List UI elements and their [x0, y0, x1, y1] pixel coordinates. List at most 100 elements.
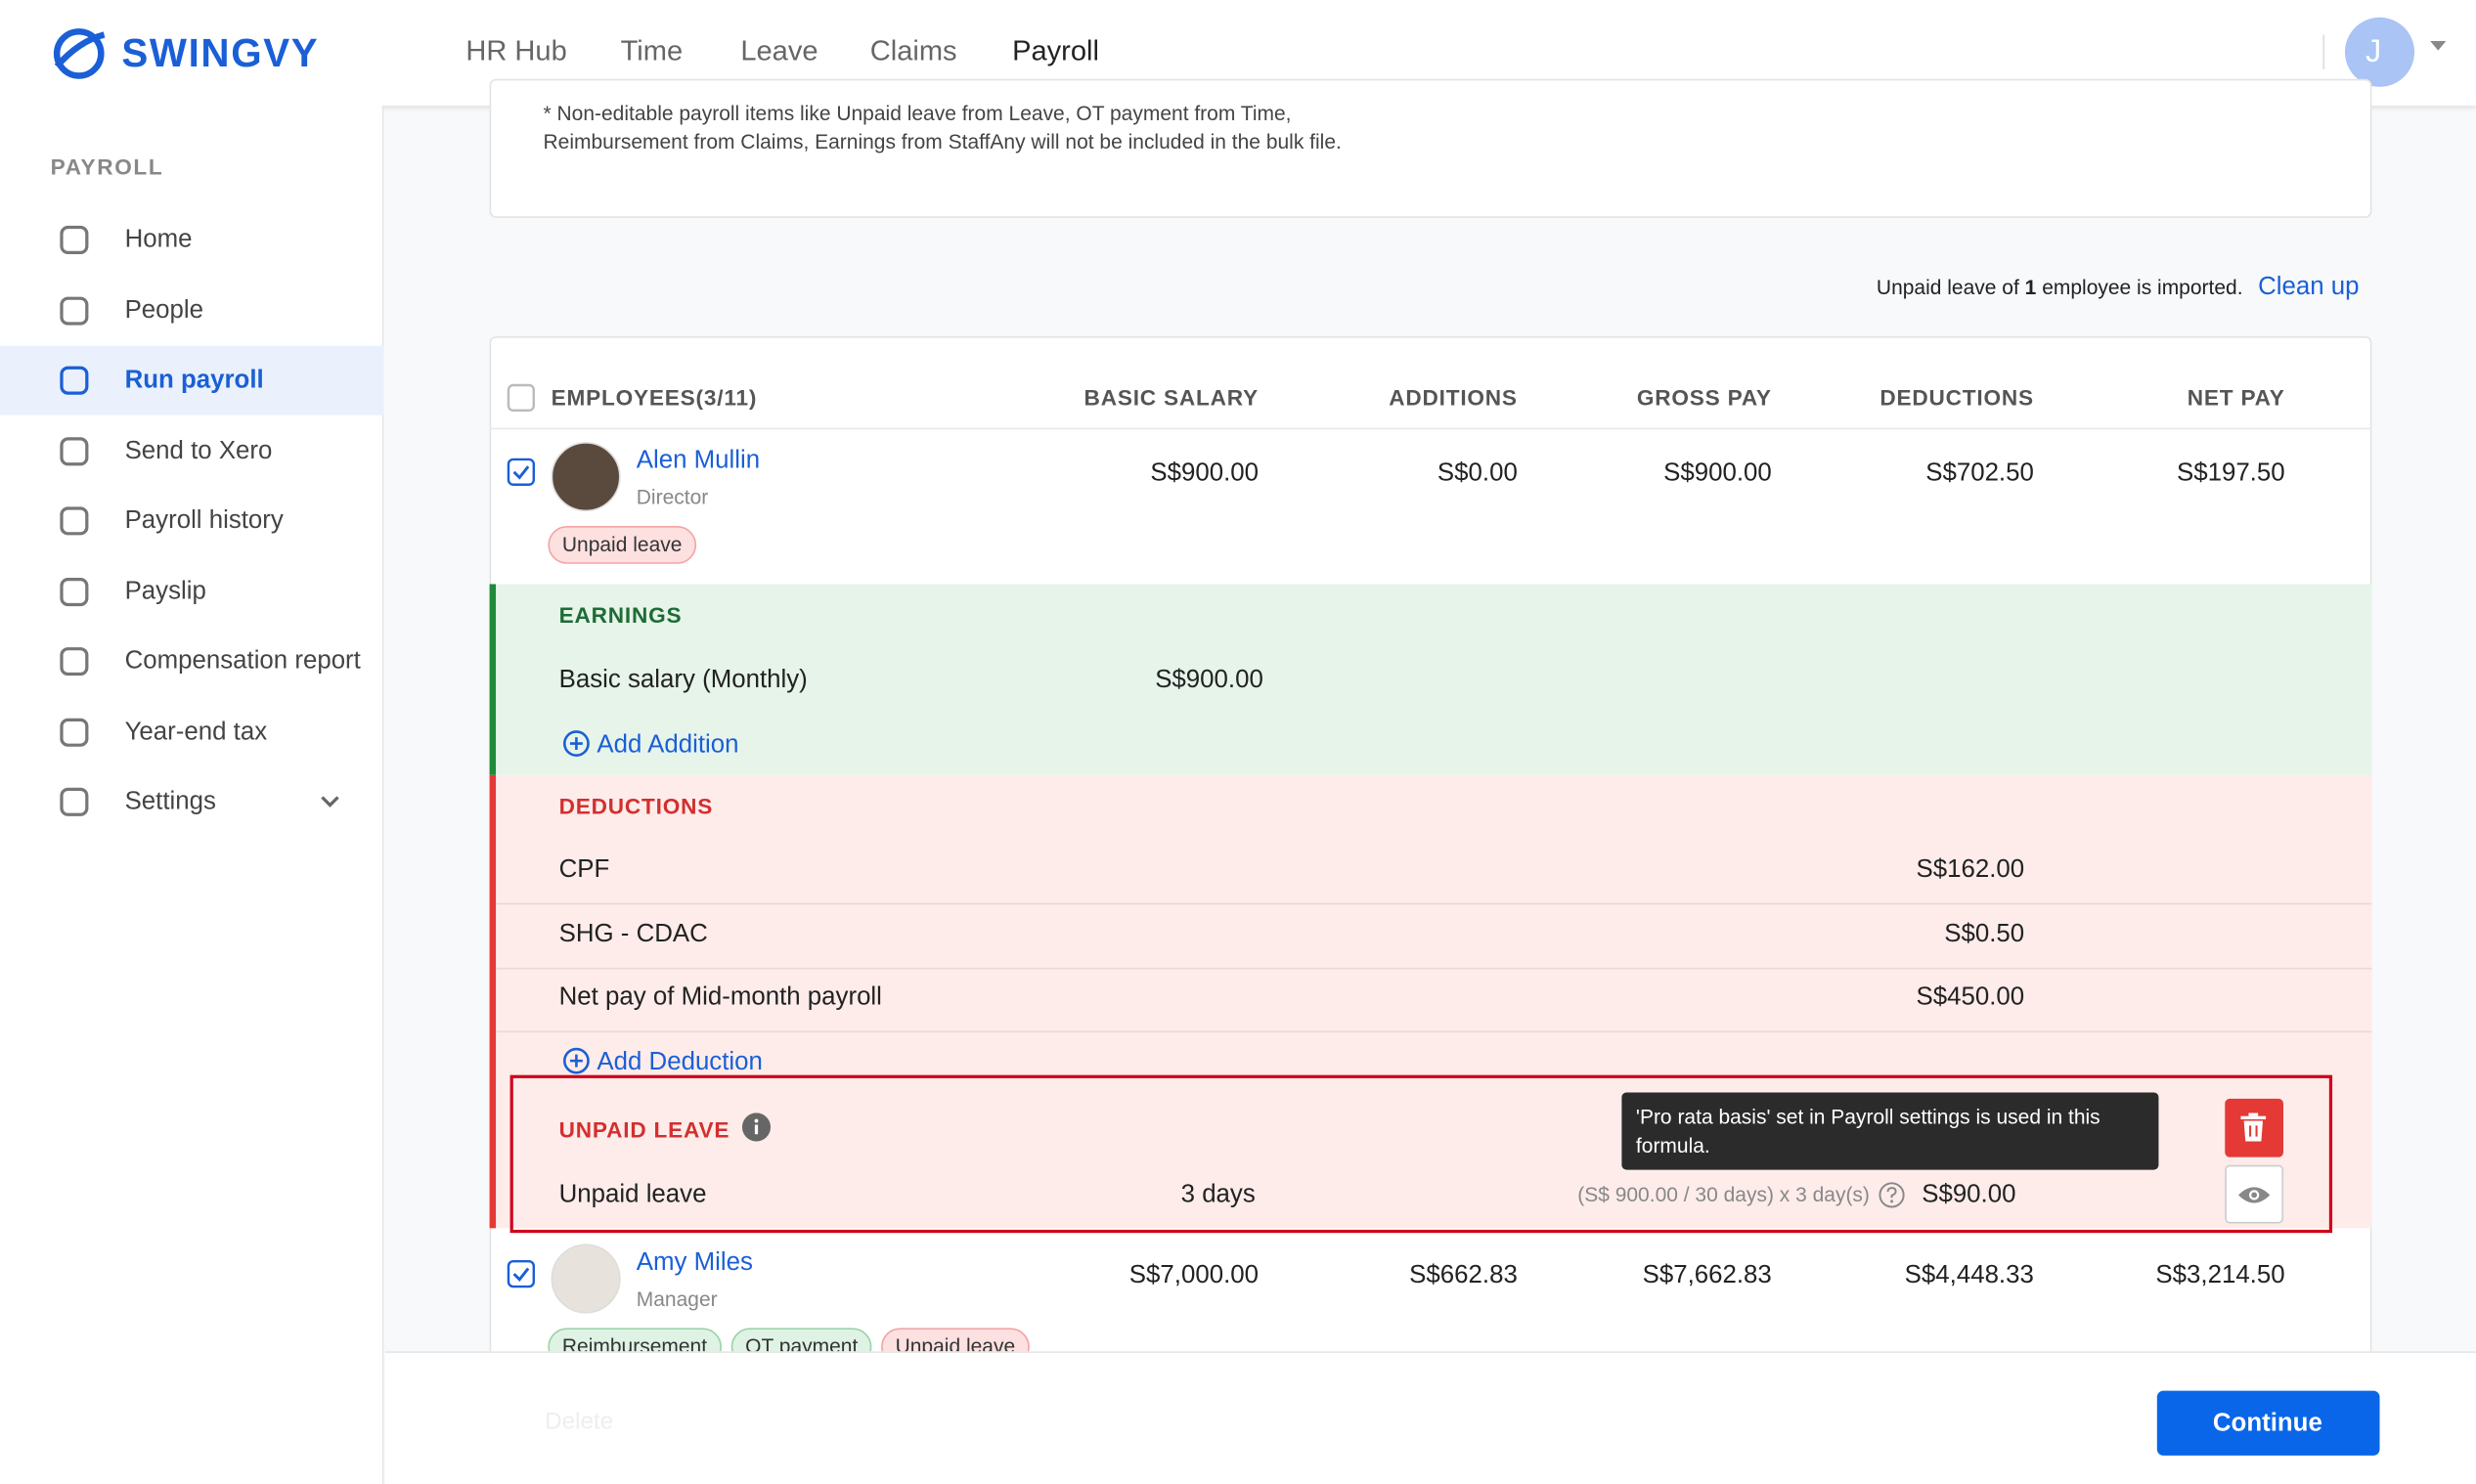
- line-item-label: Net pay of Mid-month payroll: [558, 983, 882, 1012]
- checkbox[interactable]: [507, 383, 536, 413]
- continue-label[interactable]: Continue: [2212, 1410, 2322, 1438]
- nav-item[interactable]: Claims: [869, 34, 957, 67]
- notice-text: 1: [2024, 275, 2037, 299]
- avatar-photo: [551, 1244, 621, 1314]
- sidebar-icon: [60, 506, 89, 536]
- footer: [385, 1351, 2476, 1484]
- sidebar-item[interactable]: Settings: [124, 788, 216, 815]
- section-title: EARNINGS: [558, 602, 683, 629]
- employee-value: S$0.00: [1437, 459, 1518, 488]
- help-icon: [1879, 1182, 1905, 1208]
- nav-item[interactable]: Time: [620, 34, 684, 67]
- notice-text: Unpaid leave of: [1876, 275, 2019, 299]
- add-deduction[interactable]: Add Deduction: [597, 1048, 763, 1076]
- employee-value: S$3,214.50: [2155, 1261, 2285, 1289]
- sidebar-icon: [60, 366, 89, 395]
- continue-button[interactable]: [2156, 1390, 2380, 1456]
- sidebar-item[interactable]: Send to Xero: [124, 437, 273, 464]
- column-header: GROSS PAY: [1636, 384, 1772, 411]
- tag: Unpaid leave: [548, 526, 696, 564]
- highlight-box: [509, 1074, 2333, 1234]
- column-header: EMPLOYEES(3/11): [551, 384, 758, 411]
- line-item-label: Basic salary (Monthly): [558, 667, 808, 694]
- line-item-value: S$0.50: [1944, 920, 2025, 947]
- line-item-value: S$900.00: [1155, 667, 1263, 694]
- sidebar-item[interactable]: Compensation report: [124, 647, 361, 676]
- caret: [2430, 40, 2447, 51]
- note-line: Reimbursement from Claims, Earnings from…: [543, 129, 1342, 153]
- sidebar-icon: [60, 577, 89, 606]
- tooltip: 'Pro rata basis' set in Payroll settings…: [1621, 1092, 2159, 1170]
- sidebar-icon: [60, 436, 89, 465]
- logo-icon: [53, 28, 106, 79]
- amount: S$90.00: [1922, 1181, 2016, 1208]
- divider: [2322, 34, 2324, 70]
- employee-name[interactable]: Amy Miles: [636, 1248, 753, 1277]
- sidebar-item[interactable]: Payroll history: [124, 507, 284, 535]
- plus-icon[interactable]: [562, 729, 591, 758]
- section-title: UNPAID LEAVE: [558, 1116, 730, 1143]
- employee-name[interactable]: Alen Mullin: [636, 447, 761, 475]
- section-title: DEDUCTIONS: [558, 793, 714, 819]
- notice-text: employee is imported.: [2042, 275, 2243, 299]
- import-notice: Unpaid leave of 1 employee is imported. …: [1877, 272, 2360, 302]
- chevron: [321, 796, 339, 807]
- employee-value: S$197.50: [2176, 459, 2285, 488]
- sidebar-icon: [60, 787, 89, 816]
- employee-value: S$900.00: [1150, 459, 1259, 488]
- row-line: [496, 902, 2372, 905]
- column-header: ADDITIONS: [1389, 384, 1518, 411]
- add-addition[interactable]: Add Addition: [597, 731, 739, 759]
- formula: (S$ 900.00 / 30 days) x 3 day(s): [1577, 1182, 1870, 1207]
- avatar-photo: [551, 442, 621, 512]
- avatar[interactable]: [2344, 17, 2415, 87]
- sidebar-icon: [60, 717, 89, 746]
- line-item-label: SHG - CDAC: [558, 920, 708, 947]
- deductions-bar: [489, 774, 497, 1229]
- row-line: [496, 1030, 2372, 1033]
- sidebar: [0, 106, 384, 1484]
- delete-action[interactable]: Delete: [545, 1408, 614, 1435]
- brand: SWINGVY: [121, 31, 320, 76]
- checkbox[interactable]: [507, 1260, 536, 1288]
- active-bg: [0, 345, 384, 415]
- employee-value: S$7,662.83: [1642, 1261, 1772, 1289]
- column-header: NET PAY: [2187, 384, 2285, 411]
- sidebar-item[interactable]: People: [124, 296, 204, 324]
- employee-value: S$4,448.33: [1904, 1261, 2034, 1289]
- line-item-value: S$450.00: [1916, 983, 2025, 1012]
- clean-up-link[interactable]: Clean up: [2258, 274, 2360, 301]
- header-line: [489, 427, 2372, 430]
- line-item-value: S$162.00: [1916, 855, 2025, 884]
- nav-item[interactable]: Payroll: [1012, 34, 1099, 67]
- column-header: BASIC SALARY: [1083, 384, 1259, 411]
- employee-value: S$662.83: [1409, 1261, 1518, 1289]
- employee-value: S$702.50: [1925, 459, 2034, 488]
- sidebar-item[interactable]: Run payroll: [124, 367, 264, 394]
- earnings-section: [489, 584, 2372, 775]
- sidebar-icon: [60, 295, 89, 325]
- note-card: [489, 78, 2372, 218]
- trash-icon: [2240, 1113, 2267, 1142]
- sidebar-item[interactable]: Payslip: [124, 577, 206, 605]
- sidebar-icon: [60, 647, 89, 677]
- column-header: DEDUCTIONS: [1879, 384, 2034, 411]
- sidebar-item[interactable]: Year-end tax: [124, 718, 268, 746]
- sidebar-icon: [60, 225, 89, 254]
- sidebar-section: PAYROLL: [50, 153, 164, 180]
- nav-item[interactable]: HR Hub: [465, 34, 567, 67]
- plus-icon[interactable]: [562, 1047, 591, 1075]
- days: 3 days: [1180, 1181, 1256, 1208]
- employee-role: Director: [636, 485, 709, 509]
- line-item-label: Unpaid leave: [558, 1181, 707, 1208]
- sidebar-item[interactable]: Home: [124, 226, 193, 254]
- row-line: [496, 967, 2372, 969]
- nav-item[interactable]: Leave: [740, 34, 818, 67]
- checkbox[interactable]: [507, 458, 536, 486]
- avatar-initial: J: [2365, 34, 2382, 70]
- info-icon: [741, 1113, 772, 1142]
- line-item-label: CPF: [558, 855, 610, 884]
- note-line: * Non-editable payroll items like Unpaid…: [543, 101, 1292, 125]
